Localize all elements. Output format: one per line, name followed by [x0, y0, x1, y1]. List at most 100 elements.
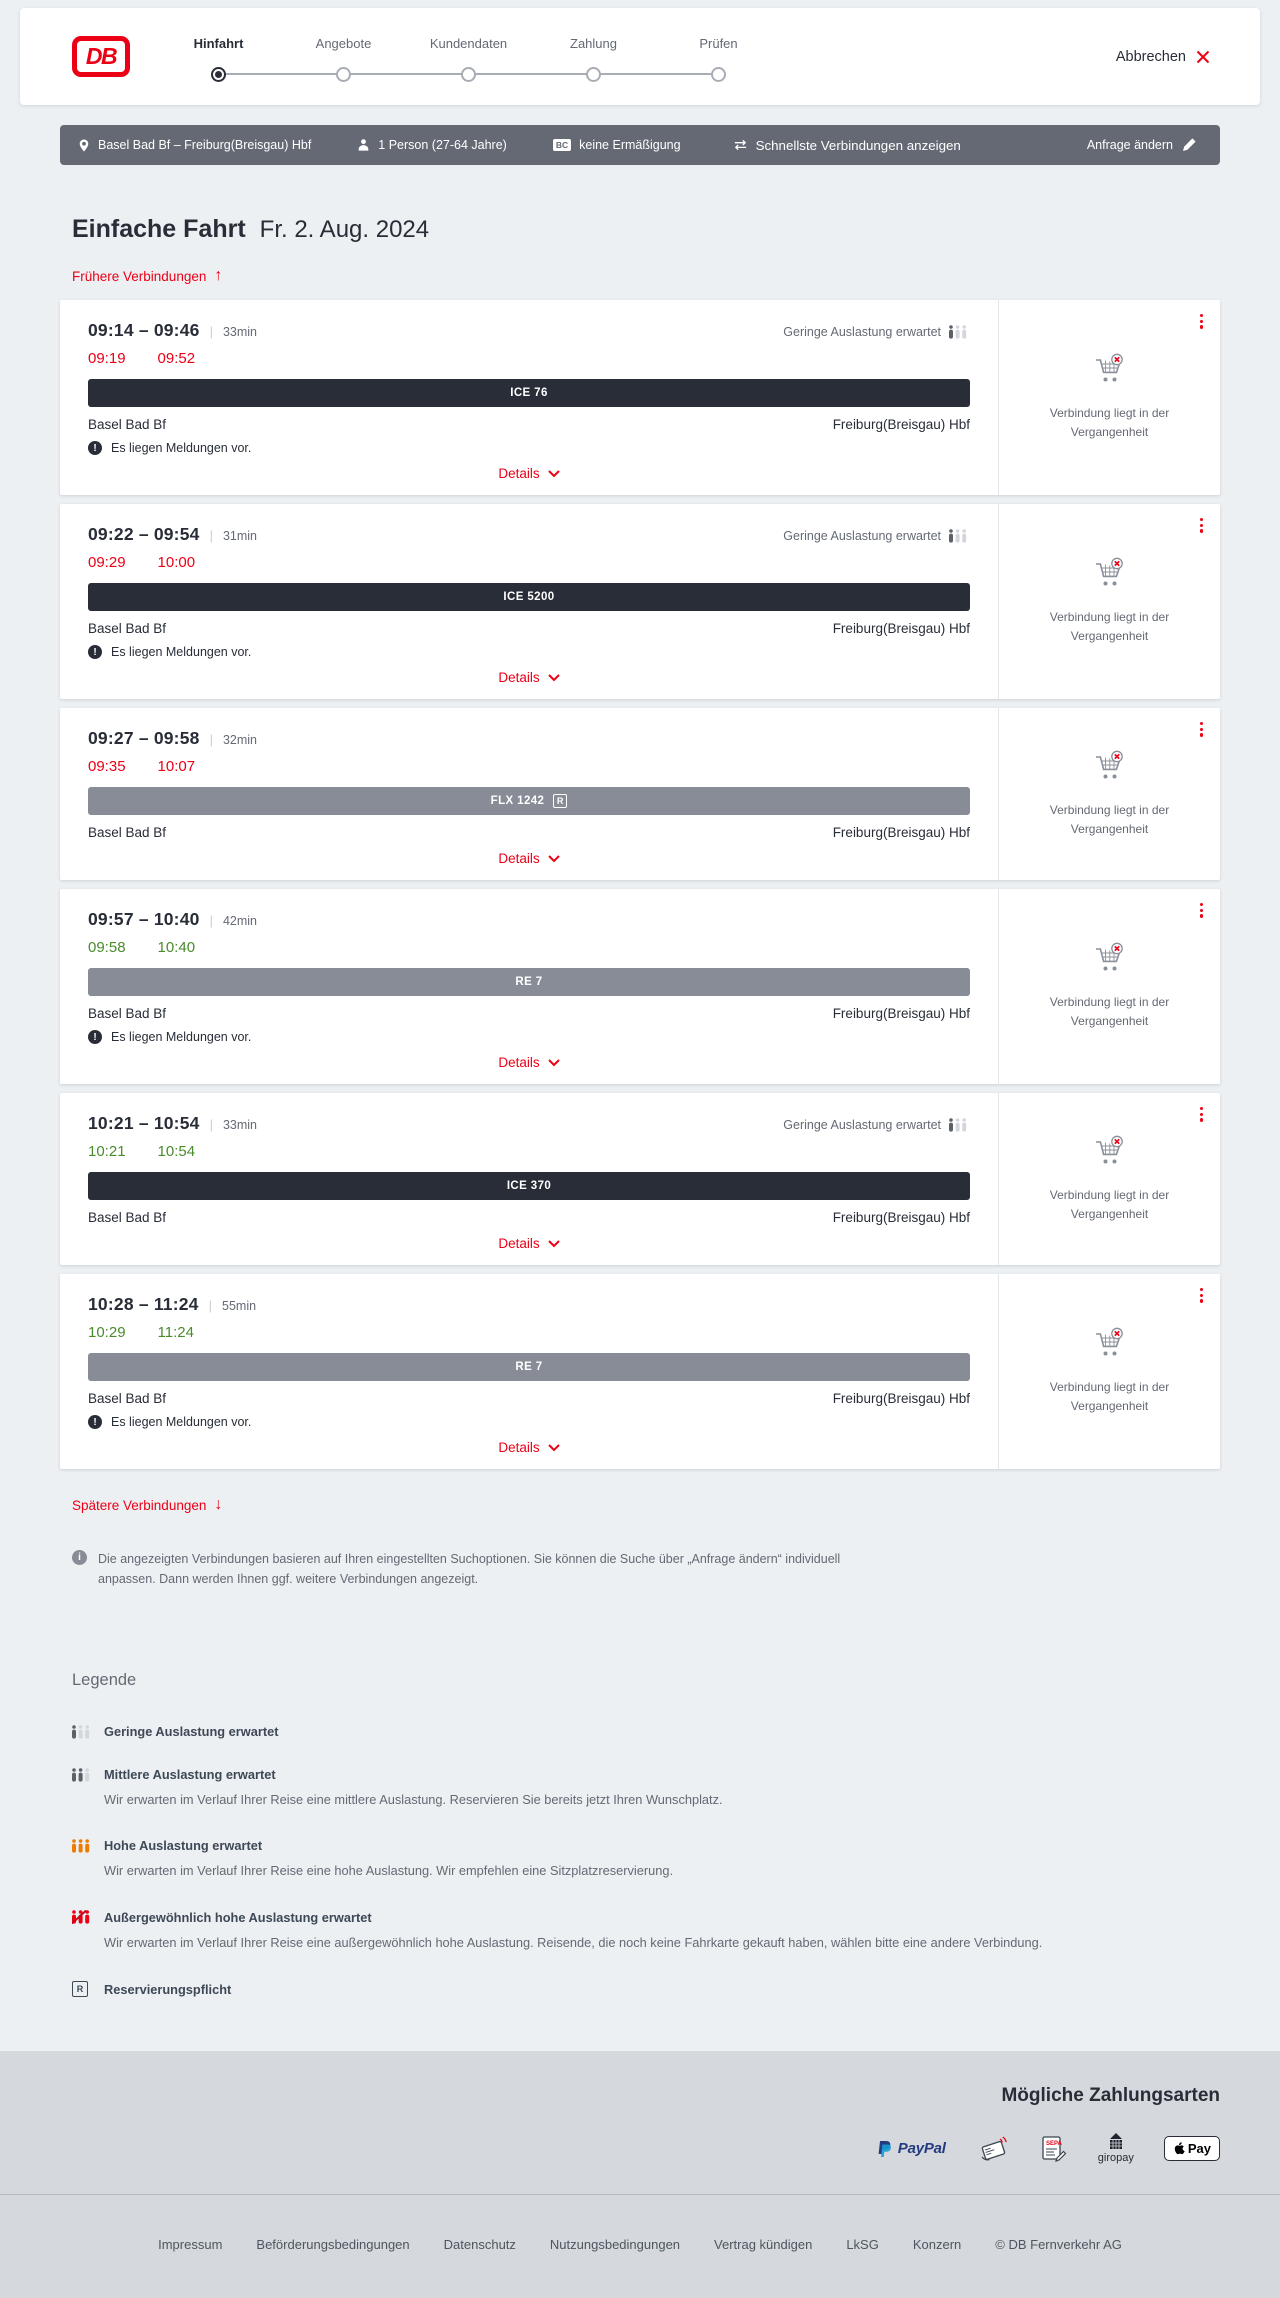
sepa-icon: SEPA [1040, 2135, 1068, 2163]
connection-card-main: 09:14 – 09:46 | 33min Geringe Auslastung… [60, 300, 998, 495]
swap-arrows-icon [734, 139, 746, 151]
trip-duration: 33min [222, 325, 258, 339]
stepper-step-prüfen[interactable]: Prüfen [656, 36, 781, 82]
details-label: Details [498, 1055, 540, 1070]
stepper-step-kundendaten[interactable]: Kundendaten [406, 36, 531, 82]
planned-times: 09:57 – 10:40 [88, 909, 200, 929]
alert-icon [88, 645, 102, 659]
route-text: Basel Bad Bf – Freiburg(Breisgau) Hbf [98, 138, 312, 152]
payment-methods: PayPal SEPA [60, 2133, 1220, 2164]
legend-label: Außergewöhnlich hohe Auslastung erwartet [104, 1909, 372, 1925]
train-label: RE 7 [515, 976, 543, 988]
db-logo: DB [72, 36, 130, 77]
trip-duration: 31min [222, 529, 258, 543]
occupancy-label: Geringe Auslastung erwartet [783, 1118, 941, 1132]
options-menu-button[interactable] [1196, 1284, 1207, 1307]
footer-link[interactable]: Impressum [158, 2237, 223, 2253]
message-text: Es liegen Meldungen vor. [111, 645, 252, 659]
legend-items: Geringe Auslastung erwartet Mittlere Aus… [72, 1724, 1220, 1997]
footer-link[interactable]: Nutzungsbedingungen [549, 2237, 681, 2253]
close-icon [1196, 50, 1210, 63]
search-options-note-text: Die angezeigten Verbindungen basieren au… [98, 1552, 841, 1586]
cart-unavailable-icon [1093, 750, 1127, 787]
options-menu-button[interactable] [1196, 718, 1207, 741]
stepper-step-angebote[interactable]: Angebote [281, 36, 406, 82]
fastest-connections-toggle[interactable]: Schnellste Verbindungen anzeigen [727, 137, 967, 154]
connection-list: 09:14 – 09:46 | 33min Geringe Auslastung… [0, 300, 1280, 1469]
chevron-down-icon [547, 854, 560, 862]
reservation-icon [72, 1981, 94, 1997]
paypal-wordmark: PayPal [897, 2140, 946, 2158]
footer-link[interactable]: Beförderungsbedingungen [256, 2237, 410, 2253]
step-label: Hinfahrt [193, 35, 244, 51]
giropay-icon: giropay [1098, 2133, 1134, 2164]
connection-card: 10:21 – 10:54 | 33min Geringe Auslastung… [60, 1093, 1220, 1265]
cancel-button[interactable]: Abbrechen [1110, 48, 1216, 66]
results-header: Einfache Fahrt Fr. 2. Aug. 2024 [72, 215, 1208, 244]
stepper: Hinfahrt Angebote Kundendaten Zahlung Pr… [156, 32, 781, 82]
edit-request-button[interactable]: Anfrage ändern [1081, 137, 1202, 153]
trip-duration: 33min [222, 1118, 258, 1132]
legend-item: Mittlere Auslastung erwartet Wir erwarte… [72, 1767, 1220, 1810]
options-menu-button[interactable] [1196, 514, 1207, 537]
connection-head: 09:14 – 09:46 | 33min Geringe Auslastung… [88, 320, 970, 341]
details-button[interactable]: Details [492, 1051, 565, 1074]
legend-label: Mittlere Auslastung erwartet [104, 1767, 276, 1782]
destination-station: Freiburg(Breisgau) Hbf [832, 825, 970, 840]
later-connections-link[interactable]: Spätere Verbindungen ↓ [72, 1497, 222, 1513]
planned-times: 09:27 – 09:58 [88, 728, 200, 748]
earlier-connections-link[interactable]: Frühere Verbindungen ↑ [72, 268, 222, 284]
fastest-connections-label: Schnellste Verbindungen anzeigen [755, 137, 961, 153]
stepper-step-zahlung[interactable]: Zahlung [531, 36, 656, 82]
stepper-step-hinfahrt[interactable]: Hinfahrt [156, 36, 281, 82]
details-label: Details [498, 670, 540, 685]
chevron-down-icon [547, 1443, 560, 1451]
legend-row: Hohe Auslastung erwartet [72, 1838, 1220, 1853]
planned-times: 09:22 – 09:54 [88, 524, 200, 544]
occupancy-indicator: Geringe Auslastung erwartet [783, 1118, 970, 1132]
legend-item: Hohe Auslastung erwartet Wir erwarten im… [72, 1838, 1220, 1881]
giropay-wordmark: giropay [1097, 2152, 1134, 2165]
details-button[interactable]: Details [492, 462, 565, 485]
step-dot-icon [461, 66, 476, 82]
footer-link[interactable]: Datenschutz [443, 2237, 516, 2253]
details-button[interactable]: Details [492, 1436, 565, 1459]
actual-departure-time: 09:58 [88, 939, 126, 956]
past-connection-note: Verbindung liegt in der Vergangenheit [1049, 802, 1170, 836]
planned-times: 10:28 – 11:24 [88, 1294, 199, 1314]
actual-arrival-time: 10:40 [157, 939, 196, 956]
paypal-mark-icon [878, 2140, 891, 2157]
footer-link[interactable]: Konzern [912, 2237, 962, 2253]
arrow-up-icon: ↑ [214, 267, 223, 284]
options-menu-button[interactable] [1196, 899, 1207, 922]
trip-duration: 32min [222, 733, 258, 747]
destination-station: Freiburg(Breisgau) Hbf [832, 1391, 970, 1406]
footer: Impressum Beförderungsbedingungen Datensch… [0, 2194, 1280, 2298]
train-label: FLX 1242 [490, 795, 545, 807]
options-menu-button[interactable] [1196, 1103, 1207, 1126]
train-bar: ICE 76 [88, 379, 970, 407]
legend-label: Reservierungspflicht [104, 1981, 232, 1997]
connection-message: Es liegen Meldungen vor. [88, 1030, 970, 1044]
connection-card-side: Verbindung liegt in der Vergangenheit [998, 889, 1220, 1084]
step-dot-icon [336, 66, 351, 82]
details-button[interactable]: Details [492, 666, 565, 689]
train-bar: FLX 1242 [88, 787, 970, 815]
actual-departure-time: 10:29 [88, 1324, 126, 1341]
connection-card-main: 09:27 – 09:58 | 32min 09:35 10:07 FLX 12… [60, 708, 998, 880]
occupancy-low-icon [949, 1118, 970, 1132]
connection-card-side: Verbindung liegt in der Vergangenheit [998, 1274, 1220, 1469]
footer-link[interactable]: LkSG [846, 2237, 879, 2253]
details-button[interactable]: Details [492, 847, 565, 870]
step-dot-icon [586, 66, 601, 82]
options-menu-button[interactable] [1196, 310, 1207, 333]
edit-request-label: Anfrage ändern [1086, 138, 1173, 152]
details-button[interactable]: Details [492, 1232, 565, 1255]
separator: | [209, 732, 213, 747]
connection-card: 10:28 – 11:24 | 55min 10:29 11:24 RE 7 B… [60, 1274, 1220, 1469]
train-bar: ICE 5200 [88, 583, 970, 611]
alert-icon [88, 1415, 102, 1429]
footer-link[interactable]: Vertrag kündigen [714, 2237, 813, 2253]
page-title: Einfache Fahrt [72, 215, 246, 243]
actual-times: 09:19 09:52 [88, 350, 970, 367]
